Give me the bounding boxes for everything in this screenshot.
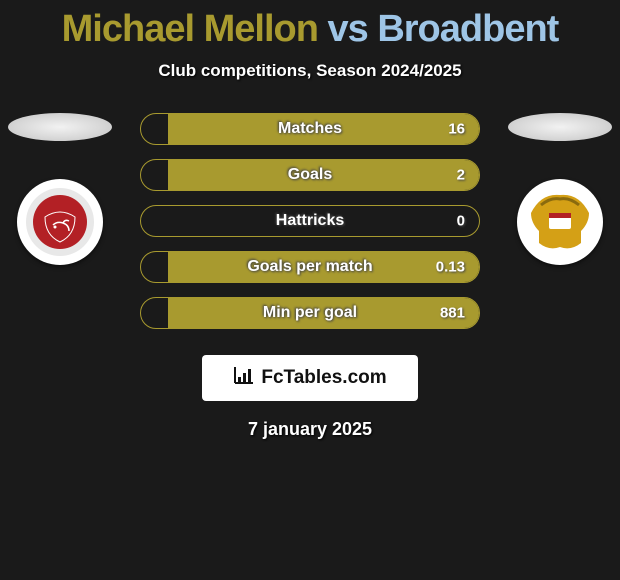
player1-column bbox=[0, 113, 120, 265]
stat-bar: Matches 16 bbox=[140, 113, 480, 145]
player2-name: Broadbent bbox=[377, 8, 558, 50]
stat-bar: Min per goal 881 bbox=[140, 297, 480, 329]
bar-value-right: 881 bbox=[440, 305, 465, 322]
watermark-text: FcTables.com bbox=[261, 367, 386, 389]
player2-column bbox=[500, 113, 620, 265]
morecambe-crest-icon bbox=[25, 187, 95, 257]
chart-bars-icon bbox=[233, 365, 255, 391]
subtitle: Club competitions, Season 2024/2025 bbox=[0, 61, 620, 81]
stat-bars: Matches 16 Goals 2 Hattricks 0 Goals per match… bbox=[140, 113, 480, 329]
stat-bar: Goals per match 0.13 bbox=[140, 251, 480, 283]
bar-label: Hattricks bbox=[276, 212, 344, 230]
stat-bar: Goals 2 bbox=[140, 159, 480, 191]
bar-value-right: 2 bbox=[457, 167, 465, 184]
snapshot-date: 7 january 2025 bbox=[0, 419, 620, 440]
bar-label: Goals per match bbox=[247, 258, 372, 276]
bar-value-right: 0.13 bbox=[436, 259, 465, 276]
bar-value-right: 16 bbox=[448, 121, 465, 138]
comparison-stage: Matches 16 Goals 2 Hattricks 0 Goals per match… bbox=[0, 113, 620, 329]
comparison-title: Michael Mellon vs Broadbent bbox=[0, 0, 620, 51]
bar-label: Goals bbox=[288, 166, 332, 184]
bar-label: Matches bbox=[278, 120, 342, 138]
stat-bar: Hattricks 0 bbox=[140, 205, 480, 237]
vs-separator: vs bbox=[318, 8, 377, 50]
doncaster-crest-icon bbox=[521, 183, 599, 261]
bar-label: Min per goal bbox=[263, 304, 357, 322]
player1-crest bbox=[17, 179, 103, 265]
player1-name: Michael Mellon bbox=[62, 8, 318, 50]
player2-ellipse bbox=[508, 113, 612, 141]
bar-value-right: 0 bbox=[457, 213, 465, 230]
player2-crest bbox=[517, 179, 603, 265]
player1-ellipse bbox=[8, 113, 112, 141]
watermark-logo: FcTables.com bbox=[202, 355, 418, 401]
